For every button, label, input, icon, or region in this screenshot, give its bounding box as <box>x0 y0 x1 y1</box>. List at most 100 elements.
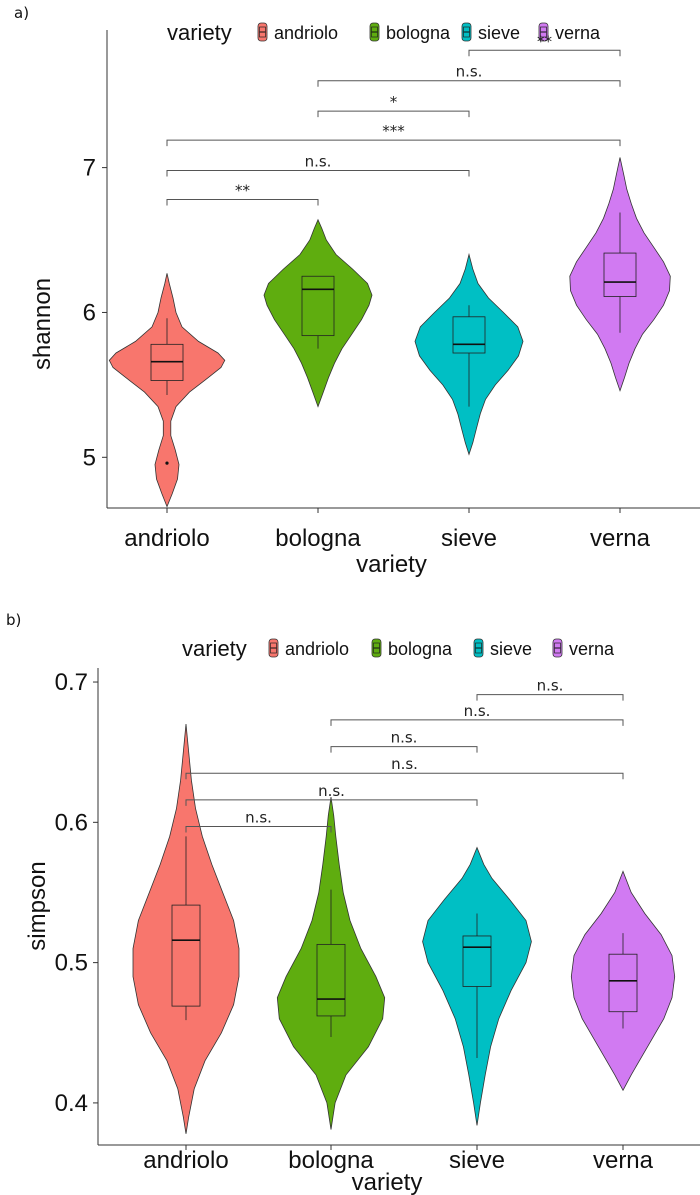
comparison-bracket: n.s. <box>166 153 470 177</box>
violin-group-sieve <box>414 252 524 456</box>
y-tick-label: 0.6 <box>55 809 88 836</box>
comparison-line <box>166 170 470 177</box>
y-tick-label: 6 <box>83 299 96 326</box>
comparison-bracket: n.s. <box>317 63 621 87</box>
comparison-label: n.s. <box>318 782 345 800</box>
box-verna <box>608 953 638 1013</box>
legend-label-verna: verna <box>555 23 601 43</box>
violin-bologna <box>276 797 386 1130</box>
legend-label-bologna: bologna <box>386 23 451 43</box>
comparison-label: ** <box>235 181 251 199</box>
comparison-bracket: ** <box>468 32 621 57</box>
comparison-bracket: ** <box>166 181 319 206</box>
legend-key-sieve <box>461 22 472 42</box>
x-axis-title: variety <box>356 551 427 578</box>
comparison-bracket: n.s. <box>330 729 478 753</box>
x-tick-label: bologna <box>288 1147 374 1174</box>
comparison-line <box>330 719 624 726</box>
panel-label: b) <box>6 611 21 629</box>
x-tick-label: sieve <box>441 525 497 552</box>
violin-group-bologna <box>276 797 386 1130</box>
legend-key-sieve <box>473 638 484 658</box>
comparison-label: * <box>390 93 398 111</box>
outlier-point <box>165 461 169 465</box>
comparison-line <box>468 49 621 57</box>
comparison-label: n.s. <box>464 702 491 720</box>
comparison-bracket: n.s. <box>185 809 332 833</box>
comparison-bracket: n.s. <box>185 782 478 806</box>
violin-group-bologna <box>263 218 373 408</box>
legend-label-andriolo: andriolo <box>285 639 349 659</box>
panel-b: b) variety andriolo bologna sieve verna 0.4 0.5… <box>6 611 700 1195</box>
violin-group-sieve <box>422 846 532 1126</box>
legend-label-sieve: sieve <box>478 23 520 43</box>
box-bologna <box>301 275 335 337</box>
x-tick-label: verna <box>593 1147 654 1174</box>
violin-bologna <box>263 218 373 408</box>
box-sieve <box>452 316 486 354</box>
box-verna <box>603 252 637 297</box>
y-axis-title: simpson <box>24 861 51 950</box>
comparison-label: *** <box>382 122 405 140</box>
comparison-label: n.s. <box>391 729 418 747</box>
y-tick-label: 0.7 <box>55 669 88 696</box>
comparison-line <box>476 694 624 701</box>
legend-key-bologna <box>371 638 382 658</box>
violin-andriolo <box>132 724 240 1134</box>
violin-verna <box>569 157 671 392</box>
x-axis-title: variety <box>352 1169 423 1195</box>
legend-key-verna <box>552 638 563 658</box>
legend-key-andriolo <box>268 638 279 658</box>
comparison-line <box>185 826 332 833</box>
box-bologna <box>316 943 346 1017</box>
x-tick-label: sieve <box>449 1147 505 1174</box>
y-axis-title: shannon <box>29 278 56 370</box>
legend-label-verna: verna <box>569 639 615 659</box>
legend-title: variety <box>167 20 232 45</box>
box-sieve <box>462 935 492 987</box>
comparison-line <box>166 139 621 147</box>
comparison-label: n.s. <box>245 809 272 827</box>
comparison-line <box>317 80 621 87</box>
legend-label-bologna: bologna <box>388 639 453 659</box>
legend-title: variety <box>182 636 247 661</box>
legend-key-andriolo <box>257 22 268 42</box>
panel-label: a) <box>14 4 29 22</box>
panel-a: a) variety andriolo bologna sieve verna 5 6 7 and… <box>14 4 700 578</box>
violin-group-andriolo <box>132 724 240 1134</box>
comparison-bracket: n.s. <box>330 702 624 726</box>
comparison-bracket: * <box>317 93 470 118</box>
legend-key-verna <box>538 22 549 42</box>
violin-group-verna <box>569 157 671 392</box>
comparison-label: n.s. <box>456 63 483 81</box>
legend-label-sieve: sieve <box>490 639 532 659</box>
comparison-label: n.s. <box>305 153 332 171</box>
comparison-line <box>330 746 478 753</box>
comparison-label: n.s. <box>391 755 418 773</box>
comparison-line <box>166 198 319 206</box>
x-tick-label: andriolo <box>143 1147 228 1174</box>
legend: variety andriolo bologna sieve verna <box>167 20 601 45</box>
y-tick-label: 7 <box>83 155 96 182</box>
comparison-label: n.s. <box>537 677 564 695</box>
comparison-bracket: n.s. <box>185 755 624 780</box>
y-tick-label: 0.5 <box>55 950 88 977</box>
comparison-line <box>317 110 470 118</box>
legend: variety andriolo bologna sieve verna <box>182 636 615 661</box>
y-tick-label: 5 <box>83 444 96 471</box>
legend-label-andriolo: andriolo <box>274 23 338 43</box>
comparison-label: ** <box>537 32 553 50</box>
violin-group-verna <box>570 870 676 1092</box>
x-tick-label: bologna <box>275 525 361 552</box>
y-tick-label: 0.4 <box>55 1090 88 1117</box>
legend-key-bologna <box>369 22 380 42</box>
x-tick-label: verna <box>590 525 651 552</box>
violin-group-andriolo <box>108 273 226 508</box>
comparison-line <box>185 772 624 780</box>
comparison-bracket: *** <box>166 122 621 147</box>
comparison-line <box>185 799 478 806</box>
comparison-bracket: n.s. <box>476 677 624 701</box>
box-andriolo <box>171 904 201 1007</box>
x-tick-label: andriolo <box>124 525 209 552</box>
